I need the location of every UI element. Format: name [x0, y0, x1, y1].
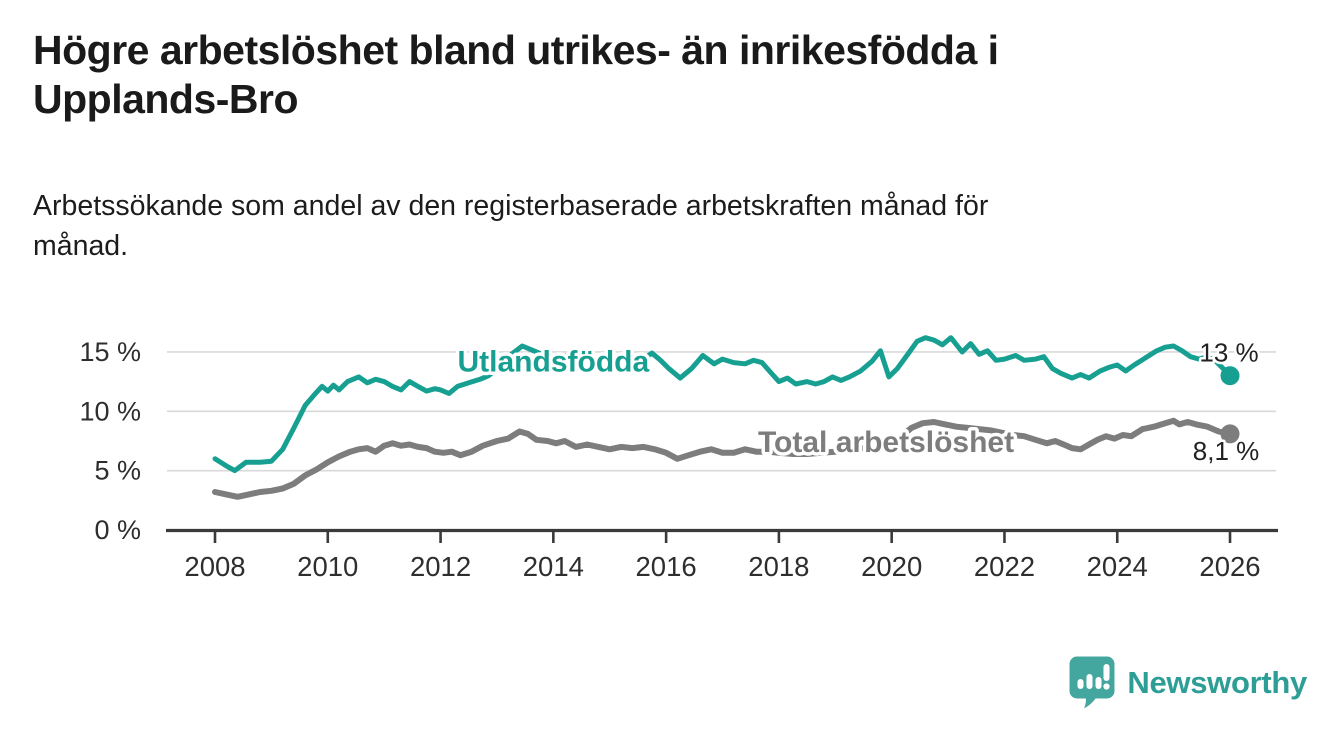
x-axis-tick-label-2008: 2008: [184, 551, 245, 582]
y-axis-label-5: 5 %: [94, 456, 141, 486]
page-subtitle: Arbetssökande som andel av den registerb…: [33, 190, 989, 263]
series-line-utlandsfodda: [212, 335, 1233, 474]
series-end-dot-utlandsfodda: [1220, 366, 1240, 386]
x-axis-tick-label-2018: 2018: [748, 551, 809, 582]
page-title: Högre arbetslöshet bland utrikes- än inr…: [33, 27, 999, 123]
x-axis-tick-label-2024: 2024: [1087, 551, 1148, 582]
x-axis-tick-label-2014: 2014: [523, 551, 584, 582]
x-axis-tick-label-2026: 2026: [1199, 551, 1260, 582]
series-label-utlandsfodda: Utlandsfödda: [458, 345, 650, 378]
y-axis-label-10: 10 %: [79, 396, 141, 426]
series-line-total-arbetsloshet: [212, 417, 1233, 500]
x-axis-tick-label-2020: 2020: [861, 551, 922, 582]
x-axis-tick-label-2016: 2016: [636, 551, 697, 582]
end-value-label-total-arbetsloshet: 8,1 %: [1193, 436, 1260, 466]
x-axis-tick-label-2022: 2022: [974, 551, 1035, 582]
speech-bubble-bar-chart-icon: [1068, 655, 1116, 710]
x-axis-tick-label-2012: 2012: [410, 551, 471, 582]
newsworthy-logo: Newsworthy: [1068, 655, 1307, 710]
y-axis-label-0: 0 %: [94, 515, 141, 545]
series-label-total-arbetsloshet: Total arbetslöshet: [758, 426, 1014, 459]
series-end-dot-total-arbetsloshet: [1220, 424, 1240, 444]
y-axis-label-15: 15 %: [79, 337, 141, 367]
newsworthy-wordmark: Newsworthy: [1127, 664, 1307, 700]
end-value-label-utlandsfodda: 13 %: [1199, 338, 1258, 368]
x-axis-tick-label-2010: 2010: [297, 551, 358, 582]
